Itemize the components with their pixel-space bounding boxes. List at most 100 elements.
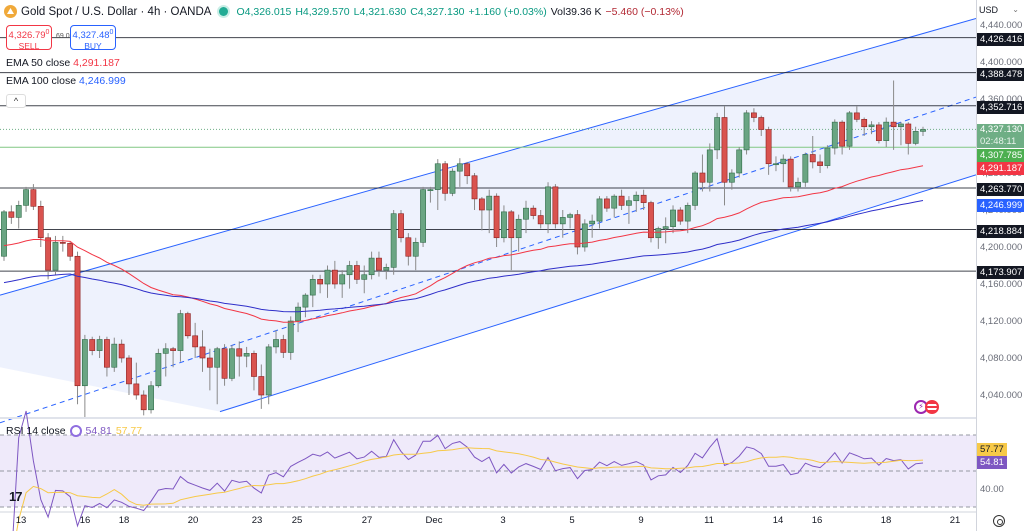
candle[interactable] — [184, 313, 191, 337]
candle[interactable] — [853, 112, 860, 120]
candle[interactable] — [265, 346, 272, 396]
candle[interactable] — [684, 205, 691, 222]
candle[interactable] — [824, 147, 831, 166]
candle[interactable] — [390, 213, 397, 268]
settings-gear-icon[interactable] — [993, 515, 1005, 527]
candle[interactable] — [464, 163, 471, 177]
candle[interactable] — [324, 269, 331, 285]
candle[interactable] — [736, 149, 743, 174]
candle[interactable] — [434, 163, 441, 190]
candle[interactable] — [773, 163, 779, 166]
candle[interactable] — [530, 207, 537, 216]
rsi-sync-icon[interactable] — [69, 425, 82, 437]
candle[interactable] — [339, 274, 346, 285]
candle[interactable] — [8, 211, 15, 218]
candle[interactable] — [67, 243, 74, 257]
candle[interactable] — [258, 376, 265, 396]
candle[interactable] — [655, 228, 662, 239]
us-flag-event-icon[interactable] — [925, 400, 939, 414]
candle[interactable] — [420, 189, 426, 243]
time-axis[interactable]: 13 16 18 20 23 25 27 Dec 3 5 9 11 14 16 18 21 — [0, 515, 976, 531]
candle[interactable] — [831, 121, 838, 149]
candle[interactable] — [346, 265, 353, 276]
candle[interactable] — [280, 339, 287, 353]
ema100-line[interactable] — [3, 200, 924, 313]
rsi-ma-line[interactable] — [4, 447, 924, 531]
candle[interactable] — [890, 121, 897, 128]
candle[interactable] — [640, 194, 647, 203]
candle[interactable] — [795, 181, 801, 188]
candle[interactable] — [214, 348, 221, 368]
candle[interactable] — [508, 211, 515, 239]
candle[interactable] — [199, 346, 206, 359]
candle[interactable] — [589, 220, 596, 225]
candle[interactable] — [868, 124, 875, 128]
candle[interactable] — [442, 163, 449, 194]
candle[interactable] — [449, 170, 456, 194]
price-chart-canvas[interactable] — [0, 0, 976, 531]
ema50-line[interactable] — [3, 165, 924, 323]
candle[interactable] — [192, 335, 199, 348]
candle[interactable] — [912, 131, 919, 144]
ema50-legend[interactable]: EMA 50 close 4,291.187 — [6, 57, 120, 69]
candle[interactable] — [501, 211, 507, 239]
price-axis[interactable] — [976, 0, 1024, 531]
candle[interactable] — [633, 194, 640, 202]
sell-button[interactable]: 4,326.790 SELL — [6, 25, 52, 51]
candle[interactable] — [251, 353, 257, 377]
candle[interactable] — [677, 209, 684, 222]
candle[interactable] — [626, 200, 632, 206]
candle[interactable] — [611, 195, 618, 209]
rsi-line[interactable] — [4, 410, 924, 531]
candle[interactable] — [229, 348, 235, 379]
candle[interactable] — [104, 339, 110, 368]
candle[interactable] — [118, 343, 125, 359]
candle[interactable] — [787, 158, 794, 188]
candle[interactable] — [567, 214, 574, 218]
channel-upper-line[interactable] — [0, 18, 976, 296]
candle[interactable] — [545, 186, 551, 225]
candle[interactable] — [162, 348, 169, 354]
candle[interactable] — [427, 189, 434, 191]
candle[interactable] — [376, 257, 382, 271]
candle[interactable] — [74, 255, 81, 387]
candle[interactable] — [552, 186, 559, 225]
candle[interactable] — [1, 211, 7, 257]
channel-lower-line[interactable] — [219, 174, 976, 413]
candle[interactable] — [405, 237, 412, 257]
candle[interactable] — [273, 339, 279, 348]
candle[interactable] — [920, 129, 926, 132]
candle[interactable] — [133, 383, 140, 396]
candle[interactable] — [302, 294, 309, 308]
economic-events[interactable]: ⚡ — [914, 400, 939, 414]
candle[interactable] — [317, 279, 324, 285]
candle[interactable] — [743, 112, 750, 151]
candle[interactable] — [523, 207, 529, 220]
candle[interactable] — [478, 198, 485, 211]
candle[interactable] — [111, 343, 118, 368]
candle[interactable] — [295, 306, 301, 322]
candle[interactable] — [846, 112, 853, 147]
candle[interactable] — [905, 123, 912, 144]
candle[interactable] — [699, 172, 706, 183]
candle[interactable] — [706, 149, 713, 183]
candle[interactable] — [287, 320, 294, 353]
candle[interactable] — [59, 242, 66, 244]
rsi-legend[interactable]: RSI 14 close 54.81 57.77 — [6, 425, 142, 437]
candle[interactable] — [45, 237, 52, 271]
collapse-legend-button[interactable]: ^ — [6, 94, 26, 108]
candle[interactable] — [574, 214, 581, 248]
candle[interactable] — [809, 154, 816, 163]
candle[interactable] — [148, 385, 154, 411]
candle[interactable] — [140, 394, 147, 411]
buy-button[interactable]: 4,327.480 BUY — [70, 25, 116, 51]
candle[interactable] — [170, 348, 176, 351]
candle[interactable] — [728, 172, 735, 183]
candle[interactable] — [537, 215, 544, 225]
candle[interactable] — [596, 198, 603, 222]
tradingview-logo[interactable]: 17 — [9, 489, 23, 504]
candle[interactable] — [515, 218, 522, 239]
candle[interactable] — [883, 121, 890, 141]
candle[interactable] — [361, 274, 368, 280]
